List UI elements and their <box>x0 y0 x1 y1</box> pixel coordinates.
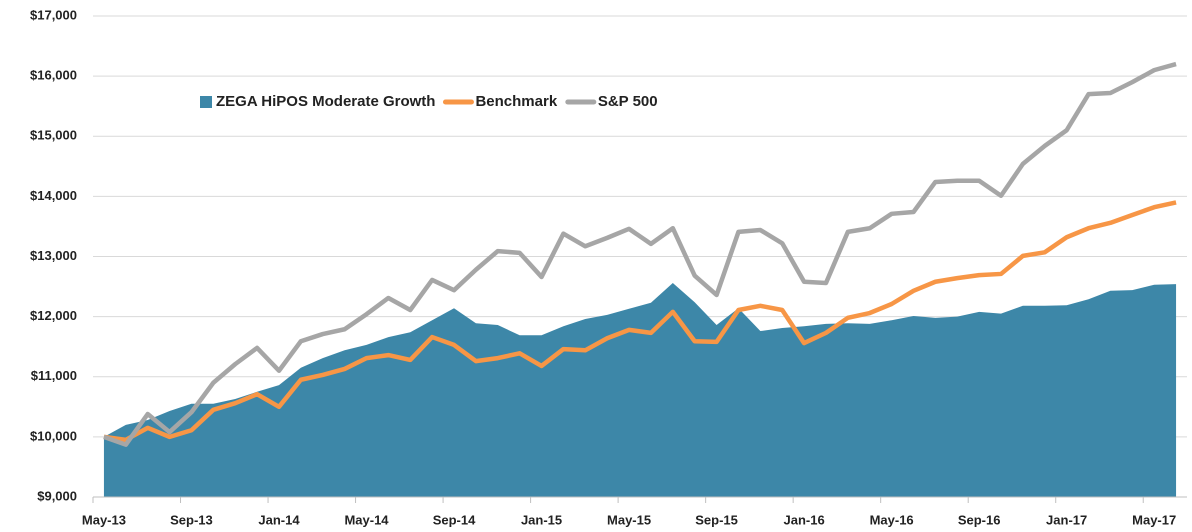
y-tick-label: $14,000 <box>30 188 77 203</box>
x-tick-label: May-15 <box>607 512 651 527</box>
x-tick-label: Jan-15 <box>521 512 562 527</box>
y-tick-label: $10,000 <box>30 428 77 443</box>
y-tick-label: $13,000 <box>30 248 77 263</box>
x-tick-label: Jan-17 <box>1046 512 1087 527</box>
x-tick-label: Sep-13 <box>170 512 213 527</box>
x-tick-label: May-17 <box>1132 512 1176 527</box>
y-tick-label: $9,000 <box>37 488 77 503</box>
x-tick-label: Sep-16 <box>958 512 1001 527</box>
legend-label: S&P 500 <box>598 93 658 110</box>
legend-label: ZEGA HiPOS Moderate Growth <box>216 93 435 110</box>
x-tick-label: Sep-14 <box>433 512 476 527</box>
y-tick-label: $16,000 <box>30 68 77 83</box>
x-tick-label: May-13 <box>82 512 126 527</box>
x-tick-label: May-14 <box>344 512 389 527</box>
area <box>103 282 1177 497</box>
legend-label: Benchmark <box>475 93 557 110</box>
x-tick-label: Sep-15 <box>695 512 738 527</box>
y-tick-label: $11,000 <box>31 368 77 383</box>
y-tick-label: $12,000 <box>30 308 77 323</box>
y-tick-label: $15,000 <box>30 128 77 143</box>
y-tick-label: $17,000 <box>30 7 77 22</box>
legend-swatch <box>200 96 212 108</box>
x-tick-label: Jan-16 <box>783 512 824 527</box>
line <box>103 61 1177 447</box>
x-tick-label: Jan-14 <box>258 512 300 527</box>
line <box>103 200 1177 443</box>
x-tick-label: May-16 <box>870 512 914 527</box>
